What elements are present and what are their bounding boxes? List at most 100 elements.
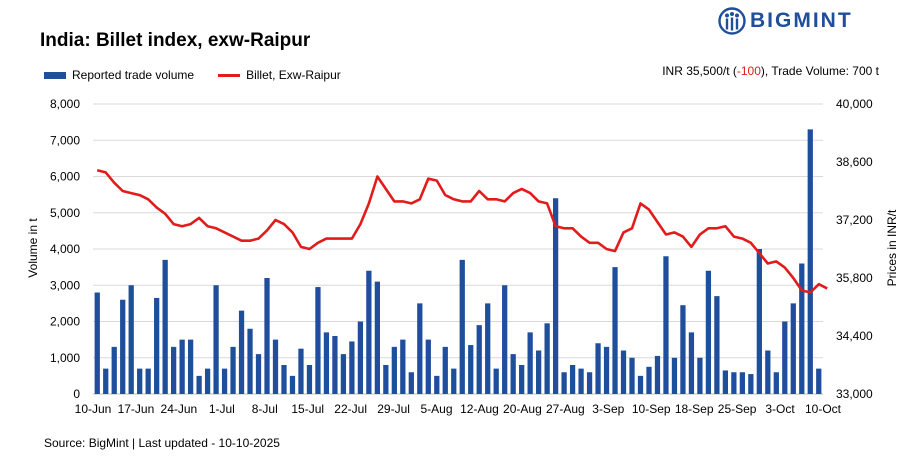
volume-bar — [510, 354, 516, 394]
volume-bar — [374, 281, 380, 394]
volume-bar — [357, 321, 364, 394]
volume-bar — [722, 370, 729, 394]
volume-bar — [128, 285, 134, 394]
volume-bar — [315, 287, 321, 394]
volume-bar — [145, 368, 151, 394]
summary-suffix: ), Trade Volume: 700 t — [760, 64, 879, 78]
volume-bar — [204, 368, 211, 394]
bigmint-logo-icon — [718, 7, 746, 35]
right-axis-ticks: 33,000 34,400 35,800 37,200 38,600 40,000 — [836, 97, 873, 401]
right-tick-label: 35,800 — [836, 271, 873, 285]
gridlines — [93, 103, 823, 395]
volume-bar — [595, 343, 601, 394]
volume-bar — [485, 303, 491, 394]
x-tick-label: 27-Aug — [546, 402, 585, 416]
volume-bar — [468, 345, 474, 394]
volume-bar — [162, 259, 168, 394]
volume-bar — [527, 332, 533, 394]
chart-legend: Reported trade volume Billet, Exw-Raipur — [44, 68, 365, 82]
right-axis-title: Prices in INR/t — [885, 209, 899, 286]
x-tick-label: 24-Jun — [161, 402, 198, 416]
volume-bar — [442, 346, 448, 394]
volume-bar — [281, 365, 287, 394]
chart-title: India: Billet index, exw-Raipur — [40, 30, 311, 51]
volume-bar — [807, 129, 813, 394]
right-tick-label: 34,400 — [836, 329, 873, 343]
volume-bar — [714, 296, 720, 394]
left-tick-label: 7,000 — [50, 133, 80, 147]
volume-bar — [179, 339, 185, 394]
legend-item-price: Billet, Exw-Raipur — [218, 68, 341, 82]
x-tick-label: 1-Jul — [209, 402, 235, 416]
volume-bar — [739, 372, 745, 394]
volume-bar — [298, 348, 304, 394]
volume-bar — [561, 372, 567, 394]
price-summary: INR 35,500/t (-100), Trade Volume: 700 t — [662, 64, 879, 78]
x-tick-label: 10-Sep — [632, 402, 671, 416]
volume-bar — [196, 375, 202, 394]
volume-bar — [451, 368, 457, 394]
volume-bar — [289, 375, 296, 394]
volume-bar — [94, 292, 100, 394]
volume-bar — [705, 270, 712, 394]
volume-bar — [171, 346, 177, 394]
volume-bar — [103, 368, 109, 394]
right-tick-label: 40,000 — [836, 97, 873, 111]
right-tick-label: 38,600 — [836, 155, 873, 169]
x-tick-label: 15-Jul — [291, 402, 324, 416]
volume-bar — [519, 365, 525, 394]
volume-bar — [391, 346, 397, 394]
volume-bar — [586, 372, 593, 394]
left-tick-label: 5,000 — [50, 206, 80, 220]
summary-prefix: INR 35,500/t ( — [662, 64, 737, 78]
volume-bar — [536, 350, 542, 394]
volume-bar — [773, 372, 779, 394]
volume-bar — [680, 305, 686, 394]
volume-bar — [671, 357, 678, 394]
x-tick-label: 18-Sep — [675, 402, 714, 416]
volume-bar — [544, 323, 550, 394]
left-axis-title: Volume in t — [26, 218, 40, 278]
volume-bar — [213, 285, 219, 394]
price-series-line — [96, 169, 828, 294]
volume-bar — [111, 346, 117, 394]
left-tick-label: 4,000 — [50, 242, 80, 256]
volume-bar — [137, 368, 143, 394]
legend-swatch-price — [218, 73, 241, 77]
left-tick-label: 3,000 — [50, 278, 80, 292]
volume-bar — [255, 354, 262, 394]
volume-bar — [349, 341, 355, 394]
legend-label-price: Billet, Exw-Raipur — [246, 68, 341, 82]
x-tick-label: 17-Jun — [118, 402, 155, 416]
brand-name: BIGMINT — [750, 9, 853, 32]
volume-bar — [366, 270, 372, 394]
volume-bar — [264, 278, 270, 394]
summary-change: -100 — [736, 64, 761, 78]
volume-bar — [629, 357, 635, 394]
x-tick-label: 25-Sep — [718, 402, 757, 416]
right-tick-label: 33,000 — [836, 387, 873, 401]
volume-bar — [790, 303, 796, 394]
volume-bar — [799, 263, 805, 394]
volume-bar — [417, 303, 423, 394]
volume-bar — [332, 336, 338, 394]
left-tick-label: 6,000 — [50, 170, 80, 184]
volume-bar — [654, 355, 661, 394]
x-axis-ticks: 10-Jun 17-Jun 24-Jun 1-Jul 8-Jul 15-Jul 22-Jul… — [75, 402, 842, 416]
volume-bar — [620, 350, 627, 394]
legend-label-volume: Reported trade volume — [72, 68, 195, 82]
volume-bar — [238, 310, 245, 394]
volume-bar — [221, 368, 228, 394]
x-tick-label: 22-Jul — [334, 402, 367, 416]
left-tick-label: 2,000 — [50, 315, 80, 329]
x-tick-label: 10-Oct — [805, 402, 842, 416]
volume-bar — [552, 198, 559, 394]
volume-bar — [383, 365, 389, 394]
legend-swatch-volume — [44, 71, 66, 79]
x-tick-label: 20-Aug — [503, 402, 542, 416]
left-tick-label: 1,000 — [50, 351, 80, 365]
x-tick-label: 10-Jun — [75, 402, 112, 416]
source-note: Source: BigMint | Last updated - 10-10-2… — [44, 436, 280, 450]
volume-bar — [765, 350, 771, 394]
